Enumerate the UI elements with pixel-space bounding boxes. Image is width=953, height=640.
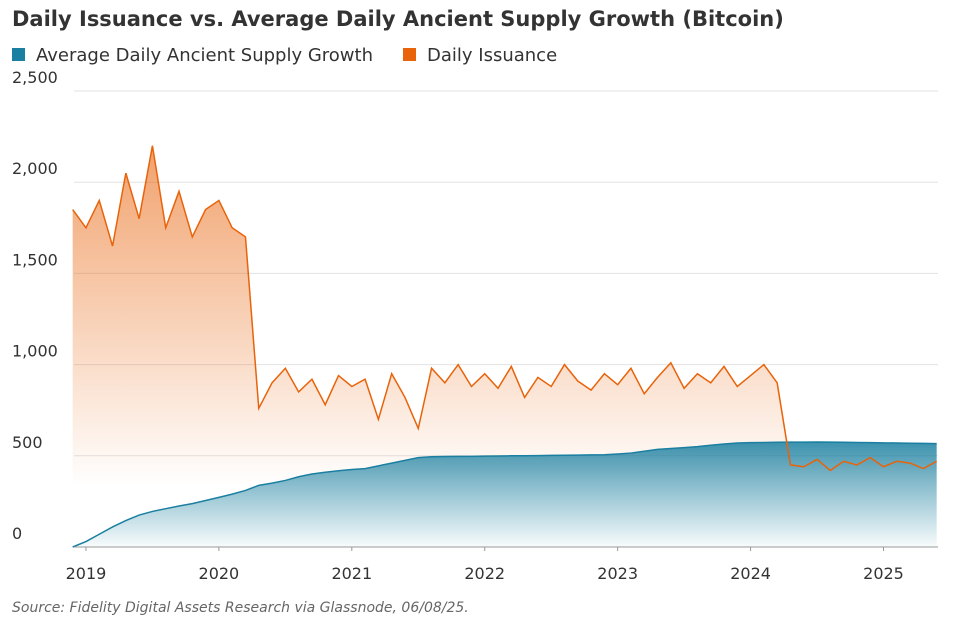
line bbox=[72, 441, 937, 548]
x-tick-label: 2023 bbox=[597, 564, 638, 583]
x-tick-label: 2020 bbox=[199, 564, 240, 583]
y-tick-label: 1,000 bbox=[12, 342, 58, 361]
area bbox=[72, 441, 937, 547]
source: Source: Fidelity Digital Assets Research… bbox=[12, 600, 469, 616]
x-tick-label: 2024 bbox=[730, 564, 771, 583]
legend-swatch bbox=[403, 48, 416, 61]
y-tick-label: 2,500 bbox=[12, 68, 58, 87]
legend-swatch bbox=[12, 48, 25, 61]
x-tick-label: 2019 bbox=[66, 564, 107, 583]
x-tick-label: 2021 bbox=[331, 564, 372, 583]
y-tick-label: 500 bbox=[12, 433, 43, 452]
y-tick-label: 0 bbox=[12, 524, 22, 543]
line bbox=[72, 145, 938, 472]
y-tick-label: 2,000 bbox=[12, 159, 58, 178]
x-tick-label: 2025 bbox=[863, 564, 904, 583]
x-tick-label: 2022 bbox=[464, 564, 505, 583]
legend-label: Daily Issuance bbox=[427, 45, 557, 66]
chart-title: Daily Issuance vs. Average Daily Ancient… bbox=[12, 7, 784, 31]
legend-label: Average Daily Ancient Supply Growth bbox=[36, 45, 373, 66]
y-tick-label: 1,500 bbox=[12, 250, 58, 269]
